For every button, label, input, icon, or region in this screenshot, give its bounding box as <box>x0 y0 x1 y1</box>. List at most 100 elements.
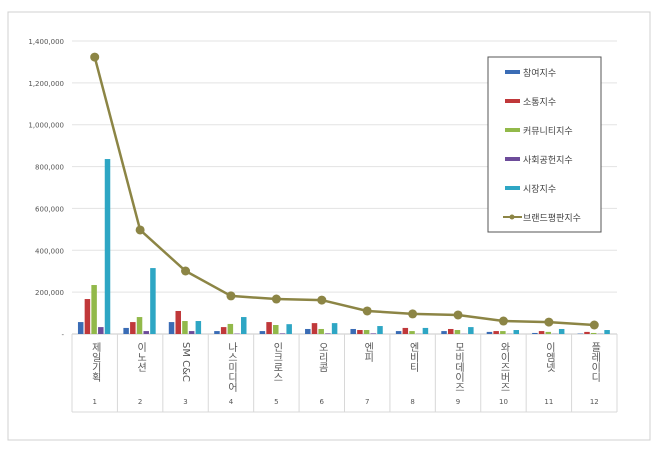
y-tick-label: 200,000 <box>35 289 64 297</box>
category-label: 와이즈버즈 <box>498 342 510 392</box>
bar-2-0 <box>91 285 97 334</box>
bar-1-3 <box>221 327 227 334</box>
bar-2-5 <box>318 329 324 334</box>
bar-4-6 <box>377 326 383 334</box>
bar-1-5 <box>312 323 318 334</box>
rank-label: 7 <box>365 398 369 406</box>
bar-4-9 <box>514 330 520 334</box>
bar-1-11 <box>584 332 590 334</box>
category-label: 오리콤 <box>316 342 328 372</box>
bar-1-1 <box>130 322 136 334</box>
bar-2-1 <box>137 317 143 334</box>
y-tick-label: 800,000 <box>35 164 64 172</box>
bar-4-0 <box>105 159 111 334</box>
brand-point-11 <box>590 321 599 330</box>
y-tick-label: 400,000 <box>35 247 64 255</box>
bar-3-4 <box>280 333 286 334</box>
bar-2-9 <box>500 331 506 334</box>
bar-1-6 <box>357 330 363 334</box>
rank-label: 3 <box>183 398 187 406</box>
rank-label: 5 <box>274 398 278 406</box>
bar-4-8 <box>468 327 474 334</box>
legend-label: 시장지수 <box>523 184 556 195</box>
bar-0-3 <box>214 331 220 334</box>
bar-4-10 <box>559 329 565 334</box>
category-label: 플레이디 <box>589 342 601 383</box>
legend-label: 소통지수 <box>523 97 556 108</box>
category-label: SM C&C <box>180 342 191 382</box>
brand-point-9 <box>499 317 508 326</box>
bar-0-7 <box>396 331 402 334</box>
y-tick-label: 1,000,000 <box>28 122 64 130</box>
bar-4-4 <box>286 324 292 334</box>
bar-0-9 <box>487 332 493 334</box>
rank-label: 8 <box>410 398 414 406</box>
category-label: 나스미디어 <box>225 342 237 393</box>
bar-4-5 <box>332 323 338 334</box>
bar-4-2 <box>196 321 202 334</box>
bar-2-11 <box>591 333 597 334</box>
brand-point-8 <box>454 310 463 319</box>
legend-label: 브랜드평판지수 <box>523 213 581 224</box>
legend-box <box>488 57 601 232</box>
bar-0-10 <box>532 333 538 334</box>
bar-0-1 <box>123 328 129 334</box>
bar-1-2 <box>175 311 181 334</box>
rank-label: 12 <box>590 398 599 406</box>
bar-1-0 <box>85 299 91 334</box>
legend-label: 참여지수 <box>523 67 556 79</box>
brand-point-3 <box>226 291 235 300</box>
bar-2-6 <box>364 330 370 334</box>
rank-label: 10 <box>499 398 508 406</box>
bar-1-8 <box>448 329 454 334</box>
brand-point-1 <box>136 225 145 234</box>
bar-0-0 <box>78 322 84 334</box>
bar-0-4 <box>260 331 266 334</box>
rank-label: 4 <box>229 398 234 406</box>
rank-label: 1 <box>92 398 96 406</box>
legend-swatch <box>505 70 520 74</box>
bar-3-2 <box>189 331 195 334</box>
brand-point-10 <box>544 318 553 327</box>
bar-4-11 <box>604 330 610 334</box>
brand-point-6 <box>363 306 372 315</box>
bar-0-2 <box>169 322 175 334</box>
legend-marker <box>510 215 515 220</box>
category-label: 이노션 <box>135 342 147 372</box>
y-tick-label: 1,400,000 <box>28 38 64 46</box>
category-label: 인크로스 <box>271 342 283 382</box>
bar-2-4 <box>273 325 279 334</box>
y-tick-label: 1,200,000 <box>28 80 64 88</box>
bar-4-1 <box>150 268 156 334</box>
bar-3-6 <box>371 333 377 334</box>
bar-4-7 <box>423 328 429 334</box>
category-label: 모비데이즈 <box>453 342 465 392</box>
bar-4-3 <box>241 317 247 334</box>
y-tick-label: 600,000 <box>35 205 64 213</box>
brand-point-2 <box>181 267 190 276</box>
bar-3-0 <box>98 327 104 334</box>
category-label: 제일기획 <box>89 342 101 383</box>
bar-3-1 <box>143 331 149 334</box>
legend-swatch <box>505 99 520 103</box>
brand-point-4 <box>272 295 281 304</box>
brand-point-5 <box>317 296 326 305</box>
bar-2-2 <box>182 321 188 334</box>
rank-label: 2 <box>138 398 142 406</box>
rank-label: 11 <box>544 398 553 406</box>
bar-2-3 <box>228 324 234 334</box>
rank-label: 9 <box>456 398 460 406</box>
legend-label: 사회공헌지수 <box>523 155 573 166</box>
bar-1-10 <box>539 331 545 334</box>
bar-2-7 <box>409 331 415 334</box>
bar-0-6 <box>350 329 356 334</box>
brand-point-7 <box>408 309 417 318</box>
category-label: 엔피 <box>362 342 374 363</box>
bar-0-8 <box>441 331 447 334</box>
legend-swatch <box>505 157 520 161</box>
legend-swatch <box>505 186 520 190</box>
category-label: 이엠넷 <box>543 342 555 373</box>
bar-1-4 <box>266 322 272 334</box>
bar-0-5 <box>305 329 311 334</box>
